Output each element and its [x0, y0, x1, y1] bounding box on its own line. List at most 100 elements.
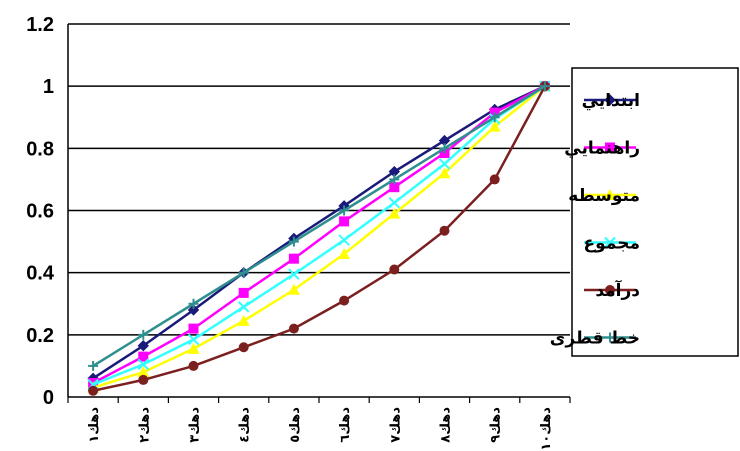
series-line: [92, 85, 546, 380]
y-tick-label: 0.8: [26, 138, 54, 160]
grid-lines: [68, 23, 570, 336]
x-tick-label: ﺩﻫﻚ۲: [137, 407, 152, 443]
legend-item: راهنمايي: [564, 139, 640, 159]
legend-label: درآمد: [595, 279, 640, 301]
legend-label: مجموع: [584, 234, 640, 254]
circle-marker: [339, 295, 350, 306]
x-tick-label: ﺩﻫﻚ۹: [489, 407, 504, 443]
x-tick-label: ﺩﻫﻚ٤: [238, 407, 253, 443]
square-marker: [605, 142, 615, 153]
circle-marker: [489, 174, 500, 185]
legend-label: ابتدايي: [582, 91, 640, 111]
triangle-marker: [287, 283, 300, 295]
series-line: [92, 85, 546, 385]
square-marker: [138, 351, 149, 362]
circle-marker: [138, 374, 149, 385]
x-tick-label: ﺩﻫﻚ۱۰: [539, 407, 554, 451]
series-line: [92, 85, 546, 389]
x-marker-stroke: [288, 268, 300, 280]
plus-marker: [439, 143, 450, 154]
x-tick-label: ﺩﻫﻚ۳: [188, 407, 203, 443]
x-marker: [338, 234, 350, 246]
triangle-marker: [338, 248, 351, 260]
plus-marker: [339, 205, 350, 216]
series-line: [92, 85, 546, 367]
triangle-marker: [488, 120, 501, 132]
circle-marker: [288, 323, 299, 334]
x-marker-stroke: [604, 236, 616, 249]
series-3: [87, 80, 551, 393]
series-line: [92, 85, 546, 386]
plus-marker: [288, 236, 299, 247]
plus-marker: [489, 112, 500, 123]
circle-marker: [238, 342, 249, 353]
x-tick-label: ﺩﻫﻚ٦: [338, 407, 353, 443]
x-marker: [288, 268, 300, 280]
triangle-marker: [187, 342, 200, 354]
triangle-marker: [137, 366, 150, 378]
x-marker: [604, 236, 616, 249]
x-tick-label: ﺩﻫﻚ۸: [439, 407, 454, 443]
plus-marker: [138, 329, 149, 340]
triangle-marker: [388, 207, 401, 219]
circle-marker: [389, 264, 400, 275]
triangle-marker: [438, 167, 451, 179]
x-marker: [388, 197, 401, 209]
square-marker: [288, 253, 299, 264]
plus-marker: [188, 298, 199, 309]
x-tick-label: ﺩﻫﻚ۷: [388, 407, 403, 443]
x-marker: [187, 333, 200, 346]
axes: 0 0.2 0.4 0.6 0.8 1 1.2 ﺩﻫﻚ۱ ﺩﻫﻚ۲ ﺩﻫﻚ۳ ﺩﻫﻚ٤ ﺩﻫﻚ٥ ﺩﻫﻚ…: [26, 14, 571, 451]
series-line: [92, 85, 547, 393]
y-tick-label: 0.4: [26, 263, 55, 285]
legend-item: ابتدايي: [582, 91, 640, 111]
y-tick-label: 0.6: [26, 201, 54, 223]
x-marker-stroke: [187, 333, 200, 346]
diamond-marker: [137, 340, 150, 352]
circle-marker: [88, 385, 99, 396]
legend: ابتدايي راهنمايي متوسطه مجموع درآمد خط قطری: [550, 67, 739, 357]
square-marker: [339, 216, 350, 227]
legend-item: مجموع: [584, 234, 640, 254]
square-marker: [238, 287, 249, 298]
legend-item: درآمد: [584, 279, 640, 301]
y-tick-label: 1: [43, 76, 54, 98]
y-tick-label: 0: [43, 387, 54, 409]
x-marker: [237, 301, 250, 313]
legend-label: خط قطری: [550, 329, 640, 349]
plus-marker: [539, 81, 550, 92]
legend-item: خط قطری: [550, 329, 640, 349]
plus-marker: [88, 360, 99, 371]
x-tick-label: ﺩﻫﻚ۱: [87, 407, 102, 443]
circle-marker: [439, 225, 450, 236]
x-marker: [438, 158, 451, 170]
diamond-marker: [187, 304, 200, 316]
diamond-marker: [604, 94, 616, 106]
legend-label: متوسطه: [568, 186, 640, 206]
x-marker: [137, 358, 150, 371]
series-4: [87, 80, 551, 391]
x-marker-stroke: [237, 301, 250, 313]
y-tick-label: 1.2: [26, 14, 54, 36]
legend-item: متوسطه: [568, 186, 640, 206]
square-marker: [188, 323, 199, 334]
square-marker: [389, 182, 400, 193]
legend-box: [571, 67, 739, 357]
x-marker-stroke: [388, 197, 401, 209]
triangle-marker: [237, 314, 250, 326]
x-marker-stroke: [338, 234, 350, 246]
x-marker-stroke: [137, 358, 150, 371]
legend-label: راهنمايي: [564, 139, 640, 159]
circle-marker: [605, 285, 615, 295]
plus-marker: [238, 267, 249, 278]
series-6: [88, 81, 550, 371]
circle-marker: [188, 360, 199, 371]
x-marker-stroke: [438, 158, 451, 170]
x-tick-label: ﺩﻫﻚ٥: [288, 407, 303, 443]
triangle-marker: [604, 189, 616, 200]
y-tick-label: 0.2: [26, 325, 54, 347]
plus-marker: [389, 174, 400, 185]
plus-marker: [605, 332, 615, 343]
series-group: [87, 80, 551, 396]
